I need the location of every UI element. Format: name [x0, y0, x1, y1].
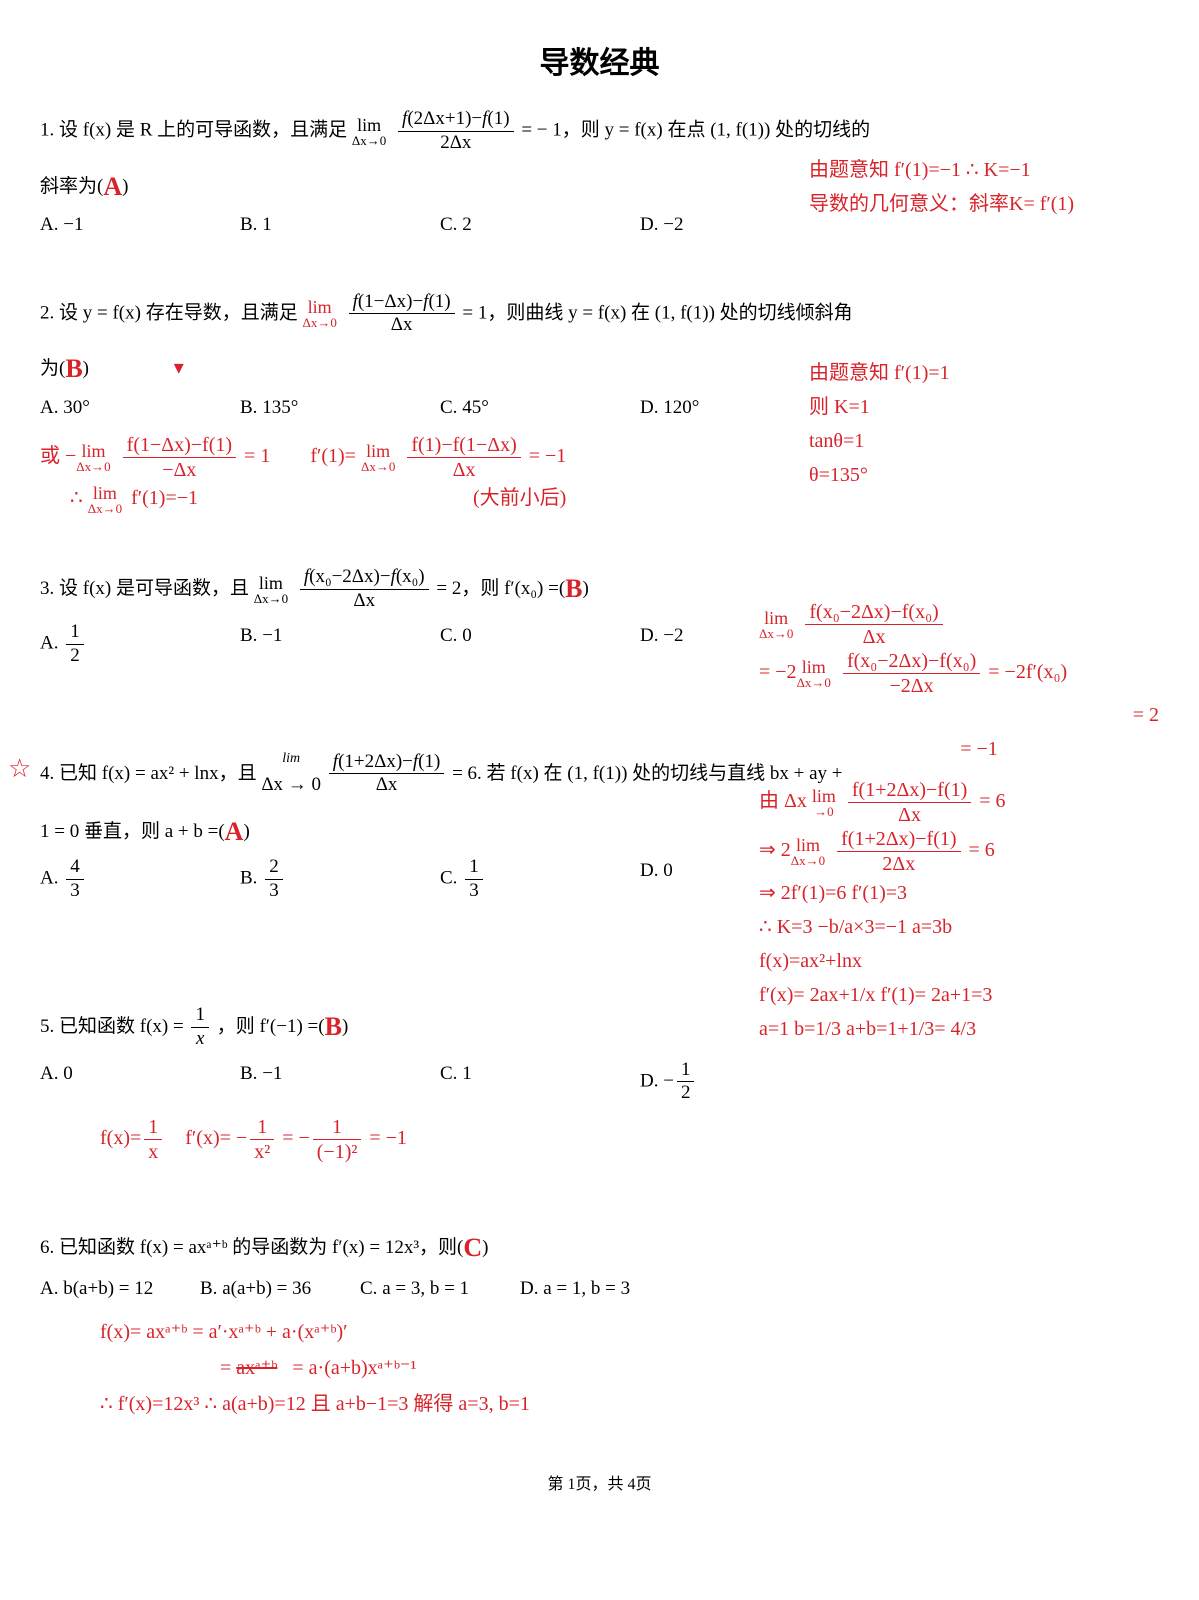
answer-letter: B — [65, 348, 82, 390]
opt-b: B. −1 — [240, 1059, 360, 1106]
question-3: 3. 设 f(x) 是可导函数，且 limΔx→0 f(x₀−2Δx)−f(x₀… — [40, 565, 1159, 668]
q2-sidenote: 由题意知 f′(1)=1 则 K=1 tanθ=1 θ=135° — [809, 356, 1169, 492]
q5-text: 5. 已知函数 f(x) = 1x ，则 f′(−1) =(B) — [40, 1003, 1159, 1051]
q6-text: 6. 已知函数 f(x) = axᵃ⁺ᵇ 的导函数为 f′(x) = 12x³，… — [40, 1224, 1159, 1266]
work-left: 或 −limΔx→0 f(1−Δx)−f(1)−Δx = 1 ∴ limΔx→0… — [40, 433, 270, 515]
opt-a: A. 0 — [40, 1059, 160, 1106]
q-num: 1 — [40, 120, 50, 141]
opt-d: D. a = 1, b = 3 — [520, 1274, 640, 1304]
q6-work: f(x)= axᵃ⁺ᵇ = a′·xᵃ⁺ᵇ + a·(xᵃ⁺ᵇ)′ = axᵃ⁺… — [100, 1314, 1159, 1422]
opt-b: B. 1 — [240, 210, 360, 240]
q5-options: A. 0 B. −1 C. 1 D. −12 — [40, 1059, 1159, 1106]
question-5: 5. 已知函数 f(x) = 1x ，则 f′(−1) =(B) A. 0 B.… — [40, 1003, 1159, 1165]
limit: limΔx→0 — [352, 116, 386, 147]
answer-letter: A — [103, 166, 122, 208]
question-6: 6. 已知函数 f(x) = axᵃ⁺ᵇ 的导函数为 f′(x) = 12x³，… — [40, 1224, 1159, 1422]
opt-d: D. 0 — [640, 856, 760, 903]
opt-c: C. 45° — [440, 393, 560, 423]
question-1: 1. 设 f(x) 是 R 上的可导函数，且满足 limΔx→0 f(2Δx+1… — [40, 108, 1159, 241]
opt-d: D. −12 — [640, 1059, 760, 1106]
star-icon: ☆ — [8, 748, 31, 790]
opt-a: A. 30° — [40, 393, 160, 423]
fraction: f(x₀−2Δx)−f(x₀)Δx — [300, 566, 429, 613]
opt-a: A. b(a+b) = 12 — [40, 1274, 160, 1304]
q1-sidenote: 由题意知 f′(1)=−1 ∴ K=−1 导数的几何意义：斜率K= f′(1) — [809, 153, 1169, 221]
opt-a: A. 43 — [40, 856, 160, 903]
opt-b: B. 23 — [240, 856, 360, 903]
q6-options: A. b(a+b) = 12 B. a(a+b) = 36 C. a = 3, … — [40, 1274, 1159, 1304]
fraction: f(1−Δx)−f(1)Δx — [349, 291, 455, 338]
q1-text: 1. 设 f(x) 是 R 上的可导函数，且满足 limΔx→0 f(2Δx+1… — [40, 108, 1159, 155]
opt-d: D. 120° — [640, 393, 760, 423]
answer-letter: A — [225, 811, 244, 853]
opt-c: C. 1 — [440, 1059, 560, 1106]
fraction: f(2Δx+1)−f(1)2Δx — [398, 108, 514, 155]
question-2: 2. 设 y = f(x) 存在导数，且满足 limΔx→0 f(1−Δx)−f… — [40, 291, 1159, 515]
page-footer: 第 1页，共 4页 — [40, 1472, 1159, 1498]
opt-c: C. a = 3, b = 1 — [360, 1274, 480, 1304]
opt-c: C. 2 — [440, 210, 560, 240]
answer-letter: B — [565, 568, 582, 610]
opt-a: A. −1 — [40, 210, 160, 240]
opt-c: C. 13 — [440, 856, 560, 903]
opt-b: B. 135° — [240, 393, 360, 423]
question-4: ☆ 4. 已知 f(x) = ax² + lnx，且 limΔx → 0 f(1… — [40, 748, 1159, 903]
opt-b: B. −1 — [240, 621, 360, 668]
work-mid: f′(1)= limΔx→0 f(1)−f(1−Δx)Δx = −1 (大前小后… — [310, 433, 566, 515]
q5-work: f(x)=1x f′(x)= −1x² = −1(−1)² = −1 — [100, 1115, 1159, 1164]
q2-text: 2. 设 y = f(x) 存在导数，且满足 limΔx→0 f(1−Δx)−f… — [40, 291, 1159, 338]
opt-a: A. 12 — [40, 621, 160, 668]
opt-d: D. −2 — [640, 210, 760, 240]
q3-sidework: limΔx→0 f(x₀−2Δx)−f(x₀)Δx = −2limΔx→0 f(… — [759, 600, 1199, 766]
limit: limΔx→0 — [302, 298, 336, 329]
opt-d: D. −2 — [640, 621, 760, 668]
opt-b: B. a(a+b) = 36 — [200, 1274, 320, 1304]
opt-c: C. 0 — [440, 621, 560, 668]
page-title: 导数经典 — [40, 40, 1159, 88]
q-pre: 设 f(x) 是 R 上的可导函数，且满足 — [59, 120, 352, 141]
limit: limΔx→0 — [254, 574, 288, 605]
tick-mark: ▾ — [174, 357, 184, 379]
fraction: f(1+2Δx)−f(1)Δx — [329, 751, 445, 798]
q-post: = − 1，则 y = f(x) 在点 (1, f(1)) 处的切线的 — [521, 120, 870, 141]
fraction: 1x — [191, 1004, 209, 1051]
answer-letter: C — [463, 1227, 482, 1269]
answer-letter: B — [325, 1006, 342, 1048]
